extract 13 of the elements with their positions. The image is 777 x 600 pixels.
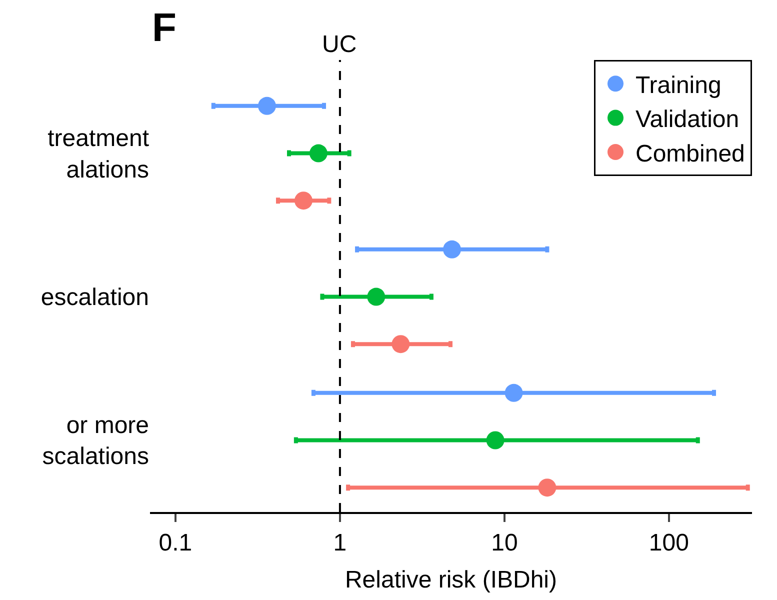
x-tick-label: 0.1	[158, 530, 192, 557]
x-tick-label: 10	[491, 530, 518, 557]
ref-line-label: UC	[322, 31, 357, 58]
legend-label: Combined	[636, 140, 745, 168]
legend-label: Training	[636, 72, 722, 99]
y-tick-label: or more scalations	[42, 412, 149, 470]
x-axis-title: Relative risk (IBDhi)	[344, 566, 558, 594]
x-tick-label: 1	[333, 530, 347, 557]
y-tick-label: treatment alations	[48, 125, 150, 184]
chart-title: F	[152, 6, 176, 50]
x-tick-label: 100	[648, 530, 689, 557]
legend-label: Validation	[636, 106, 740, 134]
y-tick-label: escalation	[40, 284, 149, 312]
